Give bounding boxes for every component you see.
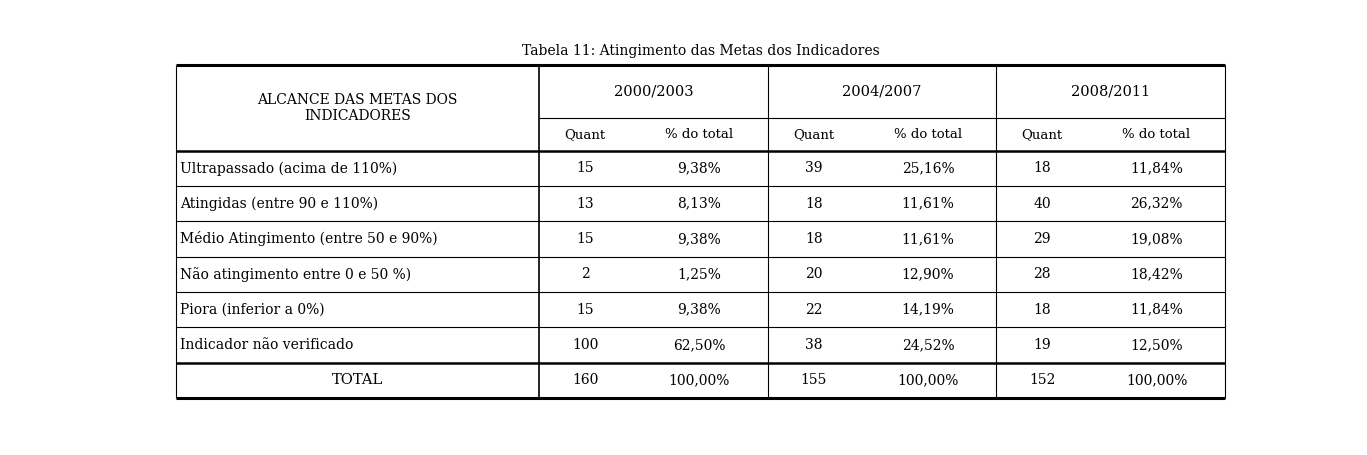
Text: 18,42%: 18,42% — [1131, 268, 1182, 281]
Text: Quant: Quant — [565, 128, 606, 141]
Text: TOTAL: TOTAL — [332, 373, 383, 387]
Text: 11,84%: 11,84% — [1131, 303, 1182, 317]
Text: 15: 15 — [577, 232, 593, 246]
Text: Quant: Quant — [1021, 128, 1062, 141]
Text: 2000/2003: 2000/2003 — [614, 85, 693, 99]
Text: Tabela 11: Atingimento das Metas dos Indicadores: Tabela 11: Atingimento das Metas dos Ind… — [522, 44, 879, 58]
Text: Não atingimento entre 0 e 50 %): Não atingimento entre 0 e 50 %) — [180, 267, 411, 282]
Text: 9,38%: 9,38% — [678, 303, 722, 317]
Text: 26,32%: 26,32% — [1131, 197, 1182, 211]
Text: 25,16%: 25,16% — [902, 162, 954, 175]
Text: 15: 15 — [577, 162, 593, 175]
Text: 152: 152 — [1029, 373, 1055, 387]
Text: Médio Atingimento (entre 50 e 90%): Médio Atingimento (entre 50 e 90%) — [180, 232, 437, 247]
Text: ALCANCE DAS METAS DOS
INDICADORES: ALCANCE DAS METAS DOS INDICADORES — [257, 93, 458, 123]
Text: 19: 19 — [1033, 338, 1051, 352]
Text: 100,00%: 100,00% — [897, 373, 958, 387]
Text: % do total: % do total — [894, 128, 962, 141]
Text: 13: 13 — [577, 197, 593, 211]
Text: 18: 18 — [805, 197, 823, 211]
Text: 100,00%: 100,00% — [1126, 373, 1187, 387]
Text: 20: 20 — [805, 268, 823, 281]
Text: 9,38%: 9,38% — [678, 162, 722, 175]
Text: 38: 38 — [805, 338, 823, 352]
Text: Piora (inferior a 0%): Piora (inferior a 0%) — [180, 303, 325, 317]
Text: 8,13%: 8,13% — [678, 197, 722, 211]
Text: 100: 100 — [571, 338, 599, 352]
Text: 160: 160 — [571, 373, 599, 387]
Text: 155: 155 — [801, 373, 827, 387]
Text: 28: 28 — [1033, 268, 1051, 281]
Text: 24,52%: 24,52% — [902, 338, 954, 352]
Text: 12,50%: 12,50% — [1131, 338, 1182, 352]
Text: 18: 18 — [1033, 303, 1051, 317]
Text: 18: 18 — [805, 232, 823, 246]
Text: 14,19%: 14,19% — [901, 303, 954, 317]
Text: 2008/2011: 2008/2011 — [1072, 85, 1150, 99]
Text: 100,00%: 100,00% — [668, 373, 730, 387]
Text: 11,61%: 11,61% — [901, 197, 954, 211]
Text: 15: 15 — [577, 303, 593, 317]
Text: 62,50%: 62,50% — [673, 338, 726, 352]
Text: % do total: % do total — [1122, 128, 1191, 141]
Text: 11,61%: 11,61% — [901, 232, 954, 246]
Text: Quant: Quant — [793, 128, 834, 141]
Text: 40: 40 — [1033, 197, 1051, 211]
Text: 12,90%: 12,90% — [902, 268, 954, 281]
Text: Indicador não verificado: Indicador não verificado — [180, 338, 354, 352]
Text: 1,25%: 1,25% — [678, 268, 722, 281]
Text: 29: 29 — [1033, 232, 1051, 246]
Text: 9,38%: 9,38% — [678, 232, 722, 246]
Text: 2: 2 — [581, 268, 589, 281]
Text: % do total: % do total — [666, 128, 734, 141]
Text: Atingidas (entre 90 e 110%): Atingidas (entre 90 e 110%) — [180, 197, 379, 211]
Text: 19,08%: 19,08% — [1131, 232, 1182, 246]
Text: Ultrapassado (acima de 110%): Ultrapassado (acima de 110%) — [180, 161, 398, 176]
Text: 11,84%: 11,84% — [1131, 162, 1182, 175]
Text: 39: 39 — [805, 162, 823, 175]
Text: 18: 18 — [1033, 162, 1051, 175]
Text: 2004/2007: 2004/2007 — [842, 85, 921, 99]
Text: 22: 22 — [805, 303, 823, 317]
